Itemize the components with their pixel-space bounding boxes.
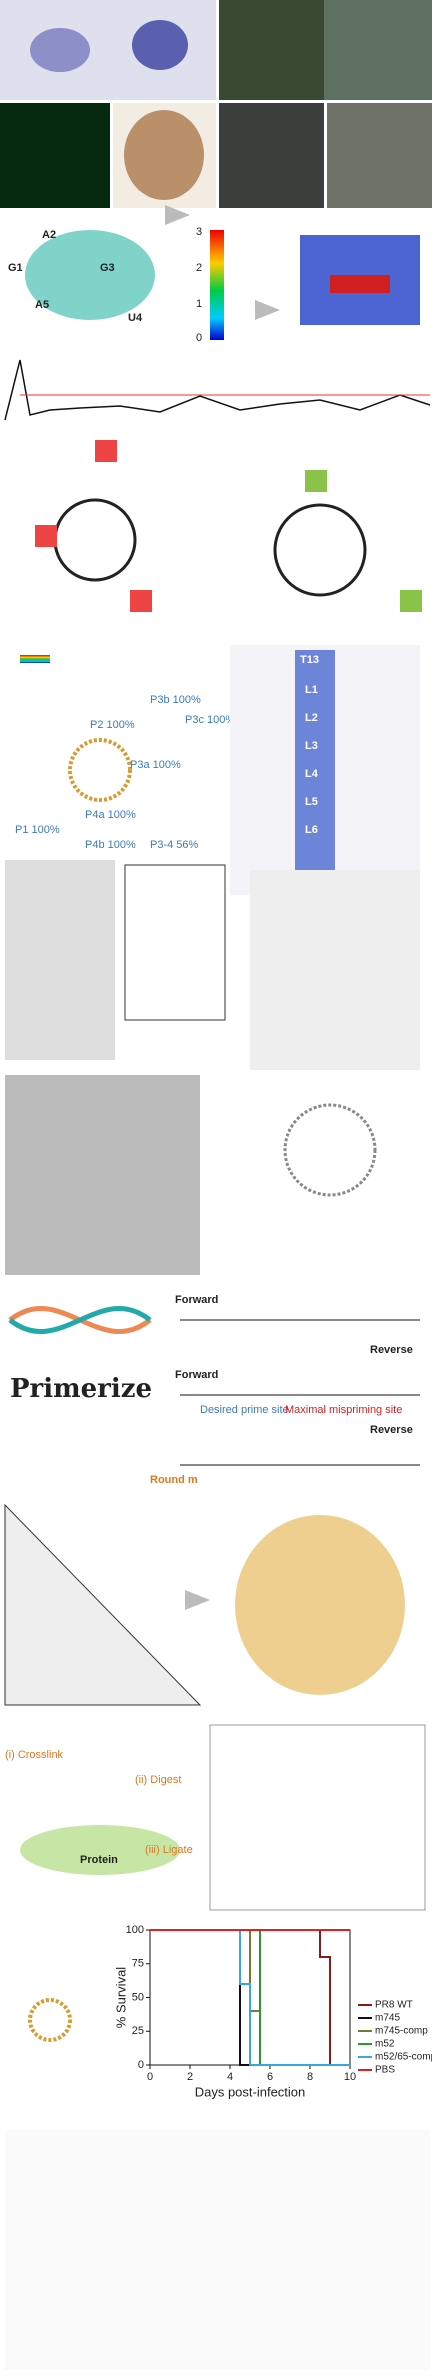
contact-map: [4, 1503, 202, 1706]
label: Protein: [80, 1854, 118, 1866]
arrow: [255, 300, 280, 320]
rna: [53, 498, 137, 582]
x-tick-label: 6: [267, 2071, 273, 2083]
label: (iii) Ligate: [145, 1844, 193, 1856]
label: G1: [8, 262, 23, 274]
structure: [25, 230, 155, 320]
y-tick-label: 75: [132, 1958, 144, 1970]
legend-label: PBS: [375, 2065, 395, 2076]
label: Round m: [150, 1474, 198, 1486]
label: Reverse: [370, 1424, 413, 1436]
x-tick-label: 10: [344, 2071, 356, 2083]
label: L5: [305, 796, 318, 808]
label: (ii) Digest: [135, 1774, 181, 1786]
y-tick-label: 100: [126, 1924, 144, 1936]
heatmap: [5, 1075, 200, 1275]
spine: [295, 650, 335, 880]
x-mark: [130, 590, 152, 612]
label: 2: [196, 262, 202, 274]
rna: [273, 503, 367, 597]
x-tick-label: 0: [147, 2071, 153, 2083]
label: G3: [100, 262, 115, 274]
leaf: [124, 110, 204, 200]
label: A58: [342, 279, 362, 291]
arrow: [185, 1590, 210, 1610]
photo: [219, 103, 324, 208]
label: 3: [196, 226, 202, 238]
x-tick-label: 8: [307, 2071, 313, 2083]
plant: [30, 28, 90, 72]
structure: [235, 1515, 405, 1695]
check-mark: [305, 470, 327, 492]
label: 0: [196, 332, 202, 344]
x-tick-label: 4: [227, 2071, 233, 2083]
colorbar: [20, 655, 50, 663]
label: U4: [128, 312, 143, 324]
highlight: [330, 275, 390, 293]
label: L4: [305, 768, 319, 780]
label: P2 100%: [90, 719, 135, 731]
rna: [283, 1103, 377, 1197]
molecule: [250, 870, 420, 1070]
legend-label: m745-comp: [375, 2026, 428, 2037]
label: L1: [305, 684, 318, 696]
label: P4b 100%: [85, 839, 136, 851]
label: T13: [300, 654, 319, 666]
label: P3b 100%: [150, 694, 201, 706]
label: P3a 100%: [130, 759, 181, 771]
check-mark: [400, 590, 422, 612]
plant: [132, 20, 188, 70]
rna: [68, 738, 132, 802]
legend-label: m52: [375, 2039, 395, 2050]
label: P3c 100%: [185, 714, 235, 726]
label: A5: [35, 299, 49, 311]
label: L3: [305, 740, 318, 752]
label: P1 100%: [15, 824, 60, 836]
legend-label: PR8 WT: [375, 2000, 413, 2011]
x-tick-label: 2: [187, 2071, 193, 2083]
label: L6: [305, 824, 318, 836]
label: P4a 100%: [85, 809, 136, 821]
trace: [4, 359, 431, 421]
label: Forward: [175, 1369, 218, 1381]
rna-diagrams: [5, 2130, 430, 2370]
rna: [28, 1998, 72, 2042]
protein: [20, 1825, 180, 1875]
arrow: [165, 205, 190, 225]
label: Desired prime site: [200, 1404, 289, 1416]
label: P3-4 56%: [150, 839, 199, 851]
label: A2: [42, 229, 56, 241]
y-axis-label: % Survival: [113, 1967, 128, 2029]
legend-label: m745: [375, 2013, 400, 2024]
photo: [0, 103, 110, 208]
x-mark: [35, 525, 57, 547]
colorbar: [210, 230, 224, 340]
label: 1: [196, 298, 202, 310]
label: Forward: [175, 1294, 218, 1306]
gel: [5, 860, 115, 1060]
label: L2: [305, 712, 318, 724]
x-mark: [95, 440, 117, 462]
table: [124, 864, 226, 1021]
chart-image: [209, 1724, 426, 1911]
label: Reverse: [370, 1344, 413, 1356]
photo: [324, 0, 432, 100]
x-axis-label: Days post-infection: [195, 2084, 306, 2099]
label: Maximal mispriming site: [285, 1404, 402, 1416]
photo: [327, 103, 432, 208]
y-tick-label: 0: [138, 2059, 144, 2071]
legend-label: m52/65-comp: [375, 2052, 432, 2063]
title: Primerize: [10, 1374, 152, 1404]
label: (i) Crosslink: [5, 1749, 64, 1761]
helix: [8, 1305, 152, 1335]
y-tick-label: 50: [132, 1991, 144, 2003]
y-tick-label: 25: [132, 2025, 144, 2037]
